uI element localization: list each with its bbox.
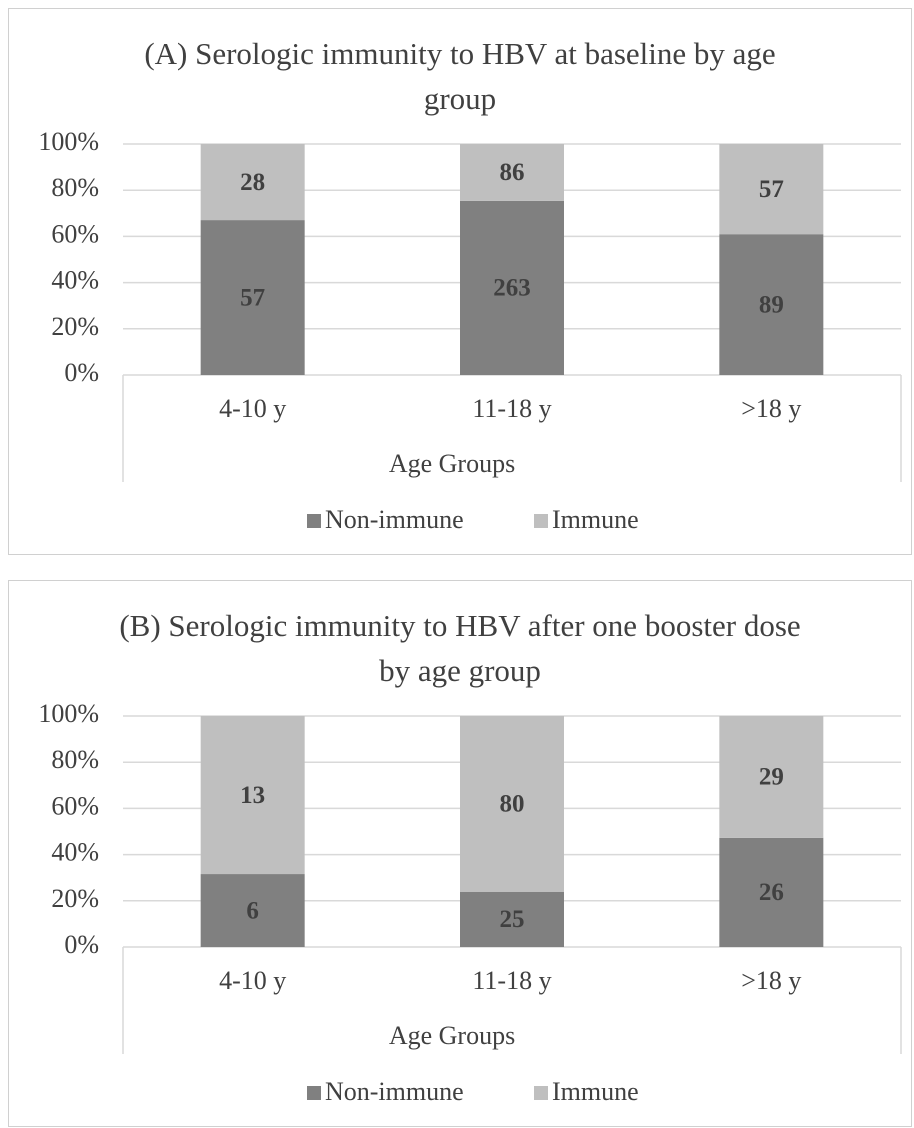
y-tick-label: 40% — [51, 266, 99, 295]
y-tick-label: 20% — [51, 312, 99, 341]
data-label: 29 — [759, 764, 784, 791]
legend-swatch — [307, 514, 321, 528]
bar-segment — [719, 837, 824, 947]
y-tick-label: 100% — [38, 699, 99, 728]
chart-panel: (A) Serologic immunity to HBV at baselin… — [8, 8, 912, 555]
x-tick-label: 4-10 y — [219, 966, 286, 995]
y-tick-label: 60% — [51, 219, 99, 248]
chart: 0% 20% 40% 60% 80% 100% 4-10 y 6 13 11-18 y 25 80 >1… — [38, 699, 902, 1106]
data-label: 80 — [500, 791, 525, 818]
x-tick-label: 11-18 y — [472, 394, 551, 423]
legend-label: Non-immune — [325, 1077, 464, 1106]
y-tick-label: 0% — [64, 930, 99, 959]
bar-segment — [460, 200, 564, 375]
bar-segment — [460, 892, 564, 947]
y-tick-label: 60% — [51, 791, 99, 820]
legend-swatch — [534, 1086, 548, 1100]
data-label: 57 — [759, 176, 784, 203]
x-axis-title: Age Groups — [389, 449, 515, 478]
data-label: 57 — [240, 284, 265, 311]
y-tick-label: 20% — [51, 884, 99, 913]
data-label: 26 — [759, 879, 784, 906]
x-axis-title: Age Groups — [389, 1021, 515, 1050]
bar-segment — [719, 234, 824, 375]
data-label: 89 — [759, 291, 784, 318]
data-label: 28 — [240, 169, 265, 196]
bar-segment — [719, 716, 824, 838]
chart-title: (B) Serologic immunity to HBV after one … — [119, 608, 801, 688]
x-tick-label: 4-10 y — [219, 394, 286, 423]
bar-segment — [200, 716, 305, 875]
y-tick-label: 80% — [51, 173, 99, 202]
bar-segment — [200, 220, 305, 375]
legend-label: Immune — [552, 1077, 639, 1106]
legend-swatch — [307, 1086, 321, 1100]
data-label: 25 — [500, 906, 525, 933]
bar-segment — [719, 144, 824, 235]
y-tick-label: 100% — [38, 127, 99, 156]
data-label: 6 — [246, 897, 259, 924]
bar-segment — [460, 716, 564, 892]
y-tick-label: 40% — [51, 838, 99, 867]
chart: 0% 20% 40% 60% 80% 100% 4-10 y 57 28 11-18 y 263 86… — [38, 127, 902, 534]
bar-segment — [200, 874, 305, 947]
legend-swatch — [534, 514, 548, 528]
x-tick-label: >18 y — [741, 966, 801, 995]
y-tick-label: 80% — [51, 745, 99, 774]
bar-segment — [460, 144, 564, 201]
x-tick-label: 11-18 y — [472, 966, 551, 995]
chart-panel: (B) Serologic immunity to HBV after one … — [8, 580, 912, 1127]
bar-segment — [200, 144, 305, 221]
data-label: 13 — [240, 782, 265, 809]
y-tick-label: 0% — [64, 358, 99, 387]
legend-label: Immune — [552, 505, 639, 534]
data-label: 263 — [493, 275, 531, 302]
x-tick-label: >18 y — [741, 394, 801, 423]
chart-title: (A) Serologic immunity to HBV at baselin… — [144, 36, 776, 116]
legend-label: Non-immune — [325, 505, 464, 534]
data-label: 86 — [500, 159, 525, 186]
